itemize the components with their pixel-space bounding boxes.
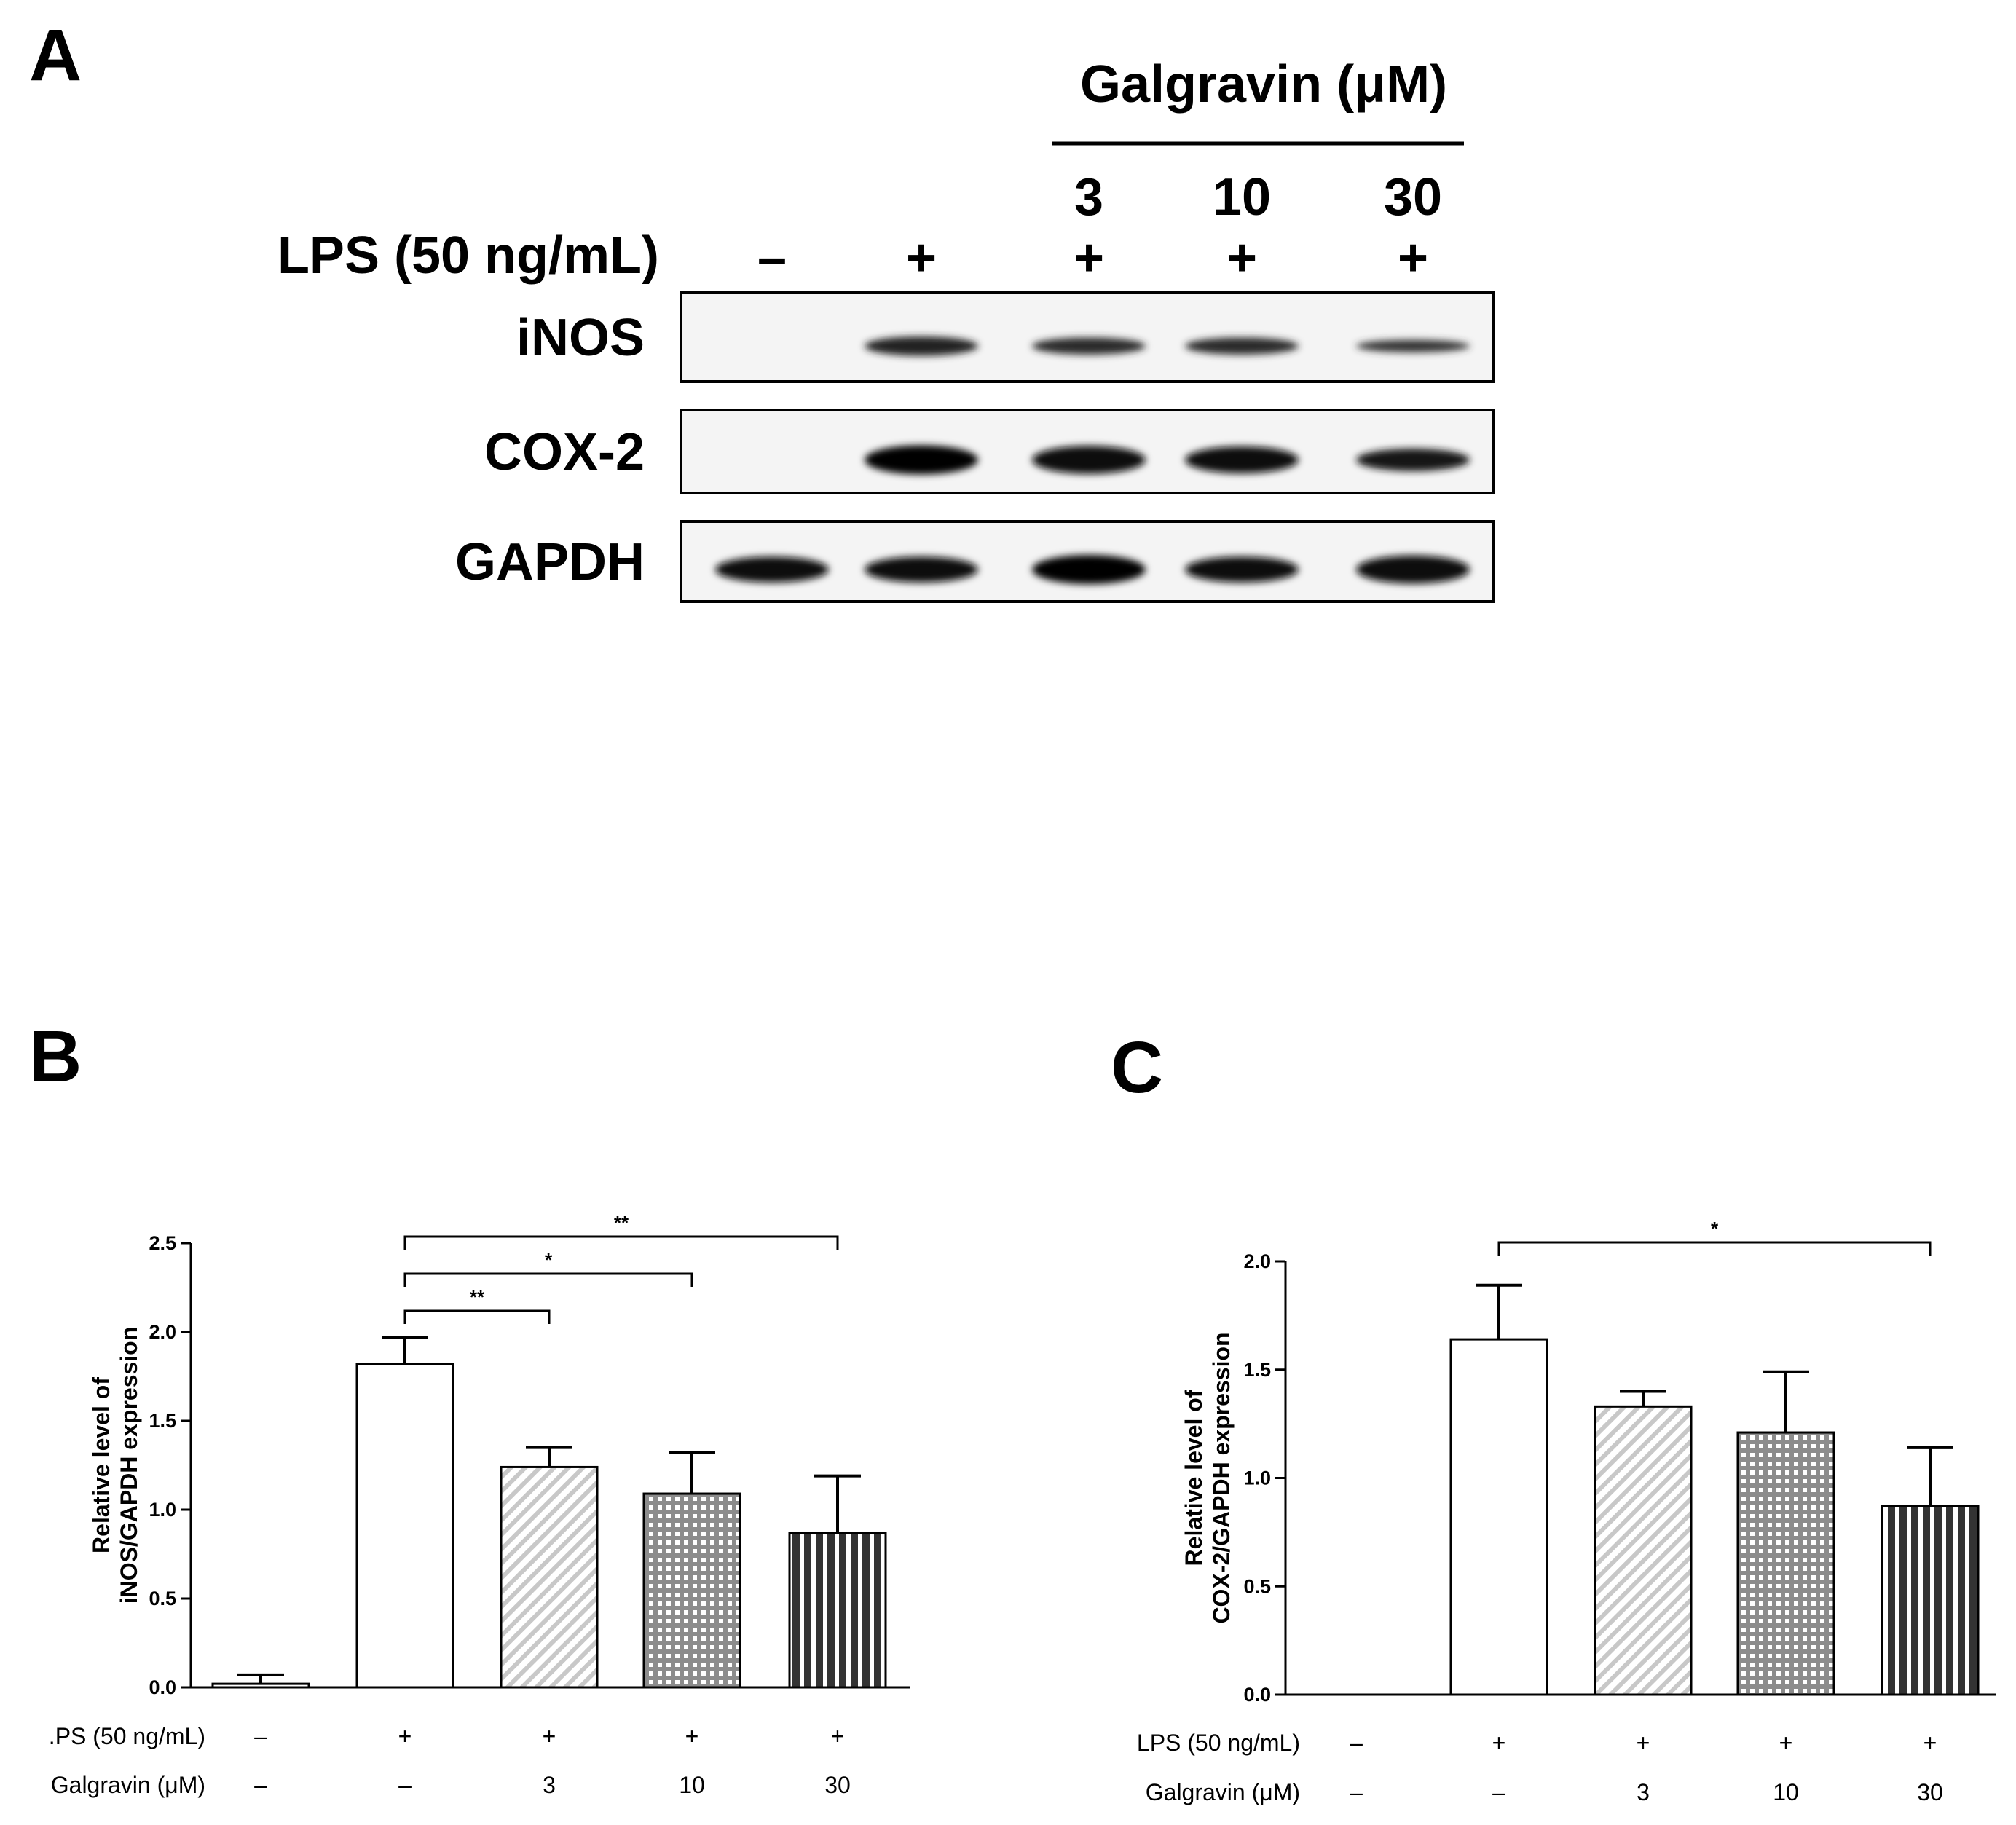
significance-label: ** xyxy=(470,1286,485,1308)
blot-row: iNOS xyxy=(516,291,1495,383)
condition-label: Galgravin (μM) xyxy=(51,1772,205,1798)
lps-sign: + xyxy=(1398,229,1428,287)
blot-band xyxy=(1032,446,1146,474)
blot-band xyxy=(1356,339,1470,352)
condition-value: – xyxy=(254,1723,267,1749)
significance-label: * xyxy=(1711,1218,1719,1239)
condition-value: 30 xyxy=(1917,1779,1943,1805)
panel-letter-a: A xyxy=(29,15,82,96)
panel-letter-b: B xyxy=(29,1016,82,1097)
condition-value: + xyxy=(543,1723,556,1749)
western-blot-panel: Galgravin (μM) LPS (50 ng/mL) 3 10 30 – + + +… xyxy=(277,55,1495,603)
chart-b-inos: 0.0 0.5 1.0 1.5 2.0 2.5 Relative level ofiNOS/… xyxy=(49,1212,910,1798)
dose-labels: 3 10 30 xyxy=(1074,168,1442,226)
lps-sign: + xyxy=(1074,229,1104,287)
condition-value: – xyxy=(254,1772,267,1798)
y-tick-label: 2.5 xyxy=(149,1232,176,1254)
condition-value: + xyxy=(1492,1730,1506,1756)
significance-bracket xyxy=(403,1272,693,1287)
y-tick-label: 1.5 xyxy=(149,1410,176,1432)
blot-row: COX-2 xyxy=(484,409,1495,494)
condition-value: 10 xyxy=(679,1772,705,1798)
blot-band xyxy=(865,556,978,583)
y-tick-label: 1.0 xyxy=(149,1499,176,1521)
y-tick-label: 0.5 xyxy=(149,1588,176,1609)
significance-bracket xyxy=(403,1235,839,1250)
blot-frame xyxy=(680,291,1495,383)
y-axis-label: Relative level ofiNOS/GAPDH expression xyxy=(88,1327,142,1604)
blot-strips: iNOS COX-2 GAPDH xyxy=(455,291,1495,603)
condition-value: – xyxy=(1492,1779,1505,1805)
blot-band xyxy=(1032,555,1146,584)
condition-value: – xyxy=(1350,1730,1363,1756)
y-tick-label: 1.5 xyxy=(1243,1359,1271,1381)
blot-band xyxy=(1356,555,1470,584)
dose-label: 30 xyxy=(1384,168,1442,226)
condition-label: .PS (50 ng/mL) xyxy=(49,1723,205,1749)
blot-label: COX-2 xyxy=(484,423,645,481)
condition-value: + xyxy=(1924,1730,1937,1756)
y-tick-label: 1.0 xyxy=(1243,1467,1271,1489)
significance-label: * xyxy=(545,1249,553,1271)
condition-label: LPS (50 ng/mL) xyxy=(1137,1730,1300,1756)
lps-labels: – + + + + xyxy=(757,229,1428,287)
significance-bracket xyxy=(403,1309,551,1324)
galgravin-header: Galgravin (μM) xyxy=(1080,55,1447,114)
condition-value: + xyxy=(398,1723,412,1749)
y-tick-label: 0.0 xyxy=(1243,1684,1271,1706)
bar xyxy=(211,1682,310,1689)
condition-value: + xyxy=(685,1723,699,1749)
condition-value: + xyxy=(831,1723,845,1749)
blot-label: iNOS xyxy=(516,309,645,367)
condition-value: 10 xyxy=(1773,1779,1799,1805)
y-tick-label: 2.0 xyxy=(1243,1250,1271,1272)
bar xyxy=(642,1492,741,1689)
significance-label: ** xyxy=(614,1212,629,1234)
lps-row-label: LPS (50 ng/mL) xyxy=(277,226,659,285)
y-axis-label: Relative level ofCOX-2/GAPDH expression xyxy=(1181,1332,1235,1623)
dose-label: 3 xyxy=(1074,168,1103,226)
blot-band xyxy=(1185,556,1299,583)
bar xyxy=(1594,1405,1693,1696)
condition-value: 30 xyxy=(824,1772,851,1798)
bar xyxy=(788,1532,887,1689)
bar xyxy=(500,1465,599,1689)
panel-letter-c: C xyxy=(1111,1027,1163,1108)
significance-bracket xyxy=(1497,1241,1932,1256)
blot-band xyxy=(715,556,829,583)
condition-value: 3 xyxy=(1637,1779,1650,1805)
bar xyxy=(1881,1505,1980,1696)
chart-c-cox2: 0.0 0.5 1.0 1.5 2.0 Relative level ofCOX-2/GA… xyxy=(1137,1218,1996,1805)
condition-value: 3 xyxy=(543,1772,556,1798)
y-tick-label: 2.0 xyxy=(149,1321,176,1343)
bar xyxy=(1736,1431,1835,1696)
lps-sign: – xyxy=(757,229,787,287)
y-tick-label: 0.5 xyxy=(1243,1575,1271,1597)
condition-value: – xyxy=(1350,1779,1363,1805)
bar xyxy=(1449,1338,1548,1696)
condition-value: + xyxy=(1637,1730,1650,1756)
blot-band xyxy=(1185,337,1299,355)
lps-sign: + xyxy=(1226,229,1257,287)
blot-band xyxy=(1185,446,1299,473)
blot-band xyxy=(865,336,978,356)
blot-label: GAPDH xyxy=(455,533,645,591)
y-tick-label: 0.0 xyxy=(149,1676,176,1698)
lps-sign: + xyxy=(906,229,937,287)
blot-row: GAPDH xyxy=(455,520,1495,603)
blot-band xyxy=(1356,448,1470,471)
condition-value: – xyxy=(398,1772,412,1798)
condition-label: Galgravin (μM) xyxy=(1146,1779,1300,1805)
blot-band xyxy=(1032,337,1146,355)
blot-band xyxy=(865,445,978,475)
condition-value: + xyxy=(1779,1730,1793,1756)
dose-label: 10 xyxy=(1213,168,1271,226)
bar xyxy=(355,1363,454,1689)
